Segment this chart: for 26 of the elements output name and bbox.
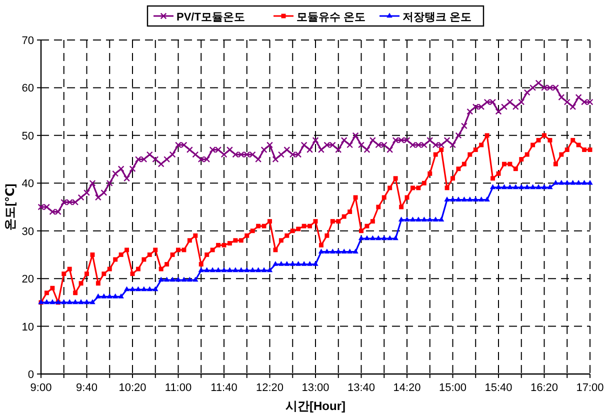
legend-label: PV/T모듈온도: [176, 12, 245, 24]
x-tick-label: 15:00: [438, 382, 467, 394]
y-tick-label: 20: [22, 274, 34, 286]
x-tick-label: 11:00: [164, 382, 192, 394]
legend-label: 모듈유수 온도: [296, 12, 366, 24]
y-tick-label: 30: [22, 226, 34, 238]
x-tick-label: 15:40: [484, 382, 512, 394]
x-tick-label: 17:00: [576, 382, 604, 394]
y-tick-label: 10: [22, 321, 34, 334]
x-tick-label: 13:00: [302, 382, 330, 394]
y-tick-label: 50: [22, 130, 34, 142]
x-tick-label: 9:40: [76, 382, 98, 394]
x-tick-label: 13:40: [347, 382, 376, 394]
x-tick-label: 9:00: [30, 382, 52, 394]
y-tick-label: 60: [22, 82, 34, 95]
x-axis-title: 시간[Hour]: [286, 399, 346, 413]
x-tick-label: 14:20: [393, 382, 421, 394]
y-axis-title: 온도[℃]: [3, 184, 17, 230]
x-tick-label: 10:20: [118, 382, 146, 394]
y-tick-label: 0: [28, 369, 34, 381]
x-tick-label: 16:20: [530, 382, 558, 394]
legend-label: 저장탱크 온도: [402, 12, 472, 24]
y-tick-label: 70: [22, 35, 34, 47]
x-tick-label: 11:40: [210, 382, 238, 394]
y-tick-label: 40: [22, 178, 34, 190]
x-tick-label: 12:20: [256, 382, 284, 394]
